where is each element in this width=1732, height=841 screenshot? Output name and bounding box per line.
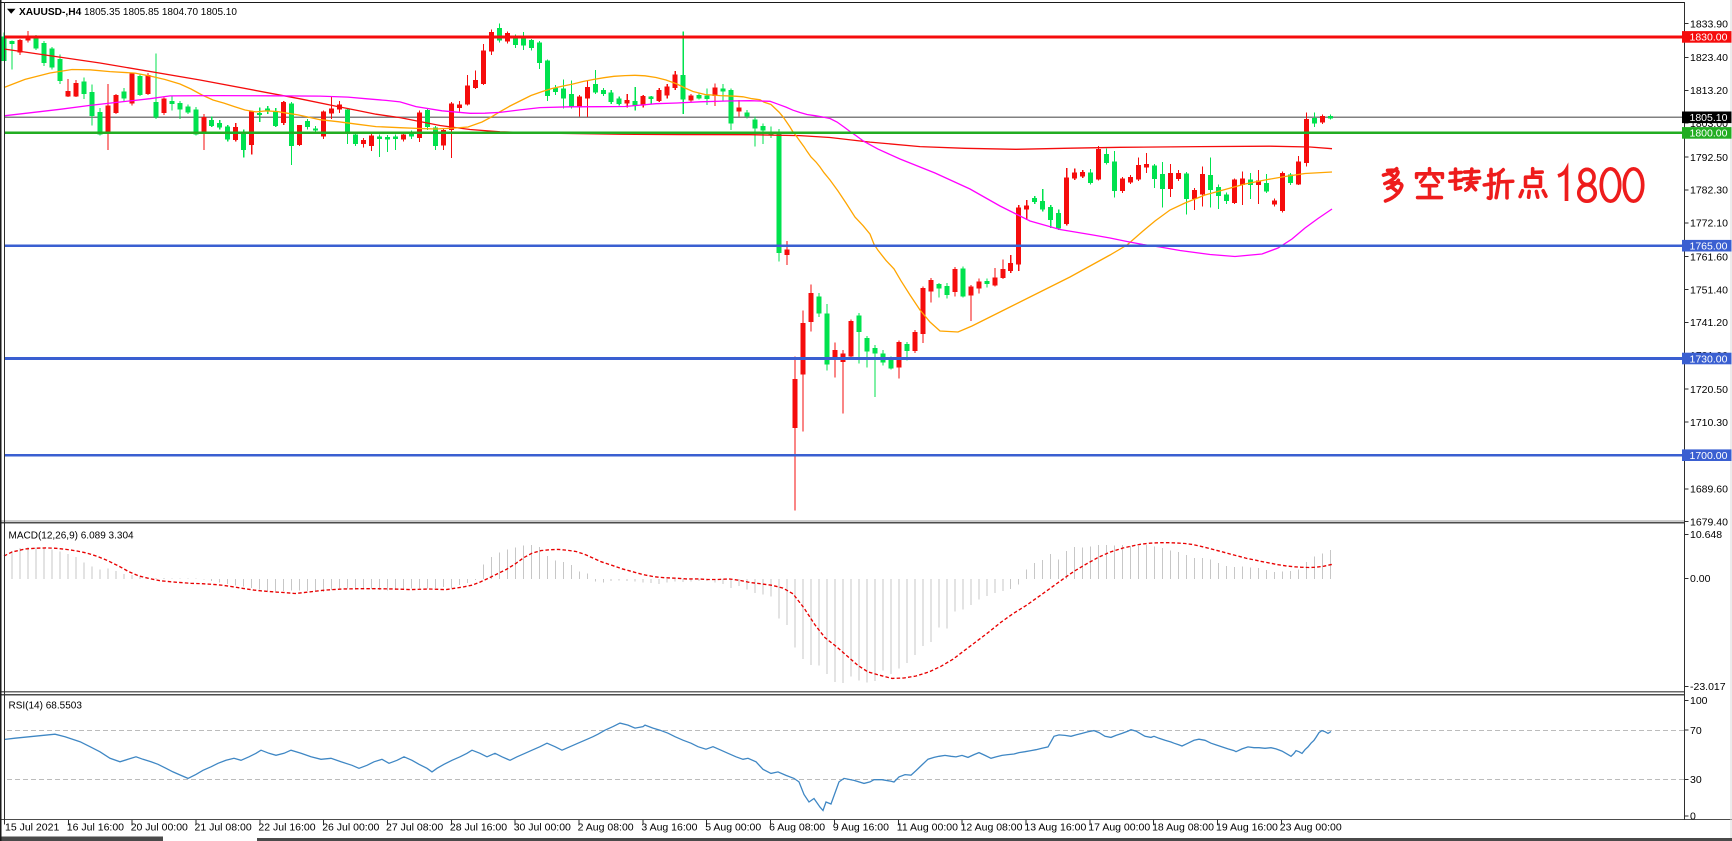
svg-text:1800.00: 1800.00 [1690, 128, 1728, 140]
svg-text:10.648: 10.648 [1690, 529, 1722, 541]
svg-text:XAUUSD-,H4: XAUUSD-,H4 [19, 7, 82, 18]
svg-text:1813.20: 1813.20 [1690, 85, 1728, 97]
svg-text:21 Jul 08:00: 21 Jul 08:00 [195, 822, 252, 834]
svg-text:1710.30: 1710.30 [1690, 417, 1728, 429]
svg-text:9 Aug 16:00: 9 Aug 16:00 [833, 822, 889, 834]
svg-text:16 Jul 16:00: 16 Jul 16:00 [67, 822, 124, 834]
svg-text:6 Aug 08:00: 6 Aug 08:00 [769, 822, 825, 834]
svg-text:30 Jul 00:00: 30 Jul 00:00 [514, 822, 571, 834]
svg-text:MACD(12,26,9) 6.089 3.304: MACD(12,26,9) 6.089 3.304 [9, 531, 135, 542]
svg-text:1730.00: 1730.00 [1690, 353, 1728, 365]
svg-text:1823.40: 1823.40 [1690, 52, 1728, 64]
svg-text:1803.00: 1803.00 [1690, 118, 1728, 130]
svg-text:20 Jul 00:00: 20 Jul 00:00 [131, 822, 188, 834]
svg-text:18 Aug 08:00: 18 Aug 08:00 [1152, 822, 1214, 834]
svg-text:1765.00: 1765.00 [1690, 241, 1728, 253]
svg-text:1805.10: 1805.10 [1690, 112, 1728, 124]
svg-text:RSI(14) 68.5503: RSI(14) 68.5503 [9, 701, 83, 712]
svg-text:11 Aug 00:00: 11 Aug 00:00 [897, 822, 958, 834]
svg-text:22 Jul 16:00: 22 Jul 16:00 [258, 822, 315, 834]
svg-text:1679.40: 1679.40 [1690, 516, 1728, 528]
svg-text:-23.017: -23.017 [1690, 681, 1726, 693]
svg-text:23 Aug 00:00: 23 Aug 00:00 [1280, 822, 1342, 834]
svg-text:1689.60: 1689.60 [1690, 484, 1728, 496]
svg-text:1833.90: 1833.90 [1690, 18, 1728, 30]
svg-text:0.00: 0.00 [1690, 573, 1711, 585]
svg-text:1761.60: 1761.60 [1690, 251, 1728, 263]
svg-text:1751.40: 1751.40 [1690, 284, 1728, 296]
svg-text:1772.10: 1772.10 [1690, 218, 1728, 230]
svg-text:19 Aug 16:00: 19 Aug 16:00 [1216, 822, 1278, 834]
svg-text:1782.30: 1782.30 [1690, 185, 1728, 197]
svg-text:27 Jul 08:00: 27 Jul 08:00 [386, 822, 443, 834]
svg-text:2 Aug 08:00: 2 Aug 08:00 [578, 822, 634, 834]
svg-text:70: 70 [1690, 725, 1702, 737]
svg-text:5 Aug 00:00: 5 Aug 00:00 [705, 822, 761, 834]
svg-text:1792.50: 1792.50 [1690, 152, 1728, 164]
svg-text:26 Jul 00:00: 26 Jul 00:00 [322, 822, 379, 834]
svg-text:28 Jul 16:00: 28 Jul 16:00 [450, 822, 507, 834]
svg-text:0: 0 [1690, 811, 1696, 823]
svg-text:100: 100 [1690, 695, 1708, 707]
svg-text:1830.00: 1830.00 [1690, 32, 1728, 44]
svg-text:15 Jul 2021: 15 Jul 2021 [5, 822, 59, 834]
svg-text:3 Aug 16:00: 3 Aug 16:00 [641, 822, 697, 834]
svg-text:30: 30 [1690, 774, 1702, 786]
svg-text:1700.00: 1700.00 [1690, 450, 1728, 462]
svg-text:1720.50: 1720.50 [1690, 384, 1728, 396]
svg-text:13 Aug 16:00: 13 Aug 16:00 [1024, 822, 1086, 834]
svg-text:12 Aug 08:00: 12 Aug 08:00 [961, 822, 1023, 834]
svg-text:1741.20: 1741.20 [1690, 317, 1728, 329]
svg-text:17 Aug 00:00: 17 Aug 00:00 [1088, 822, 1150, 834]
svg-text:1805.35 1805.85 1804.70 1805.1: 1805.35 1805.85 1804.70 1805.10 [84, 7, 237, 18]
